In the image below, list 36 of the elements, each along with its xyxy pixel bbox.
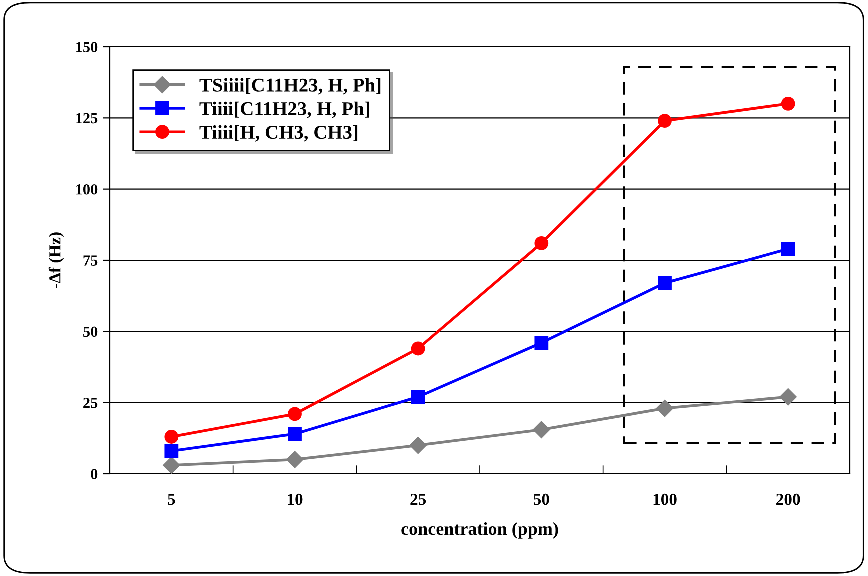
y-tick-label: 75 bbox=[84, 256, 98, 266]
y-tick-label: 0 bbox=[91, 469, 98, 480]
point bbox=[410, 436, 427, 454]
x-tick-label: 200 bbox=[776, 494, 800, 506]
point bbox=[163, 456, 180, 474]
point bbox=[534, 236, 549, 250]
y-tick-label: 100 bbox=[76, 184, 98, 195]
point bbox=[781, 96, 796, 111]
point bbox=[533, 421, 550, 438]
x-axis-title: concentration (ppm) bbox=[402, 522, 558, 539]
legend-label: Tiiii[C11H23, H, Ph] bbox=[200, 102, 370, 118]
x-tick-label: 25 bbox=[410, 494, 426, 506]
x-tick-label: 5 bbox=[168, 494, 176, 506]
point bbox=[781, 242, 796, 256]
y-tick-label: 25 bbox=[84, 398, 98, 408]
x-tick-label: 50 bbox=[534, 494, 550, 506]
x-tick-label: 10 bbox=[288, 494, 303, 506]
point bbox=[411, 390, 426, 404]
point bbox=[288, 407, 302, 422]
point bbox=[658, 276, 672, 290]
point bbox=[656, 400, 674, 418]
point bbox=[780, 388, 797, 406]
y-axis-title: -Δf (Hz) bbox=[48, 232, 64, 288]
y-tick-label: 150 bbox=[76, 42, 98, 52]
point bbox=[164, 430, 179, 444]
point bbox=[288, 427, 302, 442]
y-tick-label: 125 bbox=[76, 113, 98, 124]
point bbox=[164, 444, 179, 458]
point bbox=[286, 451, 304, 468]
point bbox=[534, 336, 549, 350]
y-tick-label: 50 bbox=[84, 326, 98, 338]
legend-label: Tiiii[H, CH3, CH3] bbox=[200, 125, 358, 142]
point bbox=[658, 114, 672, 128]
point bbox=[411, 342, 426, 356]
x-tick-label: 100 bbox=[654, 494, 677, 506]
legend-label: TSiiii[C11H23, H, Ph] bbox=[200, 78, 381, 95]
